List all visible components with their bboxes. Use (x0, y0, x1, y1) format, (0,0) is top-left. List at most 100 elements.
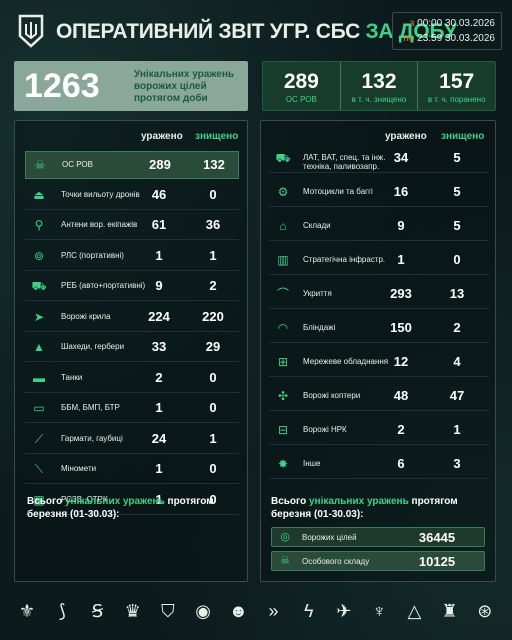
totals-title-a: Всього (27, 496, 63, 507)
shahed-icon: ▲ (33, 340, 45, 354)
blade-icon: ⟆ (58, 600, 66, 621)
stat-row-hit: 12 (393, 354, 409, 369)
column-header-hit: уражено (385, 131, 427, 142)
stat-row: ✸ Інше 6 3 (269, 451, 489, 479)
stat-row: ▥ Стратегічна інфрастр. 1 0 (269, 247, 489, 275)
stat-row-killed: 0 (209, 186, 217, 202)
stat-row: ⟍ Міномети 1 0 (25, 456, 239, 484)
stat-row-killed: 132 (203, 157, 225, 172)
stat-row-label: Ворожі НРК (303, 425, 347, 434)
stat-row: ◠ Бліндажі 150 2 (269, 315, 489, 343)
stat-value: 289 (283, 70, 319, 93)
s-emblem-icon: Ꞩ (91, 600, 104, 621)
stat-row-killed: 5 (453, 184, 461, 199)
stat-row-hit: 1 (155, 400, 163, 415)
stat-row: ⚲ Антени вор. екіпажів 61 36 (25, 212, 239, 240)
enemy-wing-icon: ➤ (33, 309, 45, 324)
stat-row: ⌂ Склади 9 5 (269, 213, 489, 241)
network-icon: ⊞ (277, 355, 289, 369)
stat-row-label: Стратегічна інфрастр. (303, 255, 386, 264)
report-header: ОПЕРАТИВНИЙ ЗВІТ УГР. СБС ЗА ДОБУ з 00:0… (10, 10, 502, 52)
shield-ksr-icon: ⛉ (161, 600, 175, 621)
stat-row-hit: 289 (149, 157, 171, 172)
bird-icon: ✈ (336, 600, 352, 621)
stat-row-hit: 1 (155, 461, 163, 476)
stat-row-label: РЛС (портативні) (61, 250, 124, 260)
factory-icon: ▥ (277, 253, 289, 267)
stat-row-label: Укриття (303, 289, 332, 298)
right-stats-panel: уражено знищено ⛟ ЛАТ, ВАТ, спец. та інж.… (260, 120, 496, 582)
stat-row-killed: 5 (453, 218, 461, 233)
stat-row: ⛟ РЕБ (авто+портативні) 9 2 (25, 273, 239, 301)
stat-row-hit: 1 (155, 247, 163, 263)
stat-row-label: ЛАТ, ВАТ, спец. та інж. техніка, паливоз… (303, 153, 386, 171)
stat-row: ▦ РСЗВ, ОТРК 1 0 (25, 487, 239, 515)
stat-row: ⚙ Мотоцикли та баггі 16 5 (269, 179, 489, 207)
crown-icon: ♛ (124, 600, 141, 621)
totals-row-targets: ◎ Ворожих цілей 36445 (271, 527, 485, 547)
crest-icon: ♜ (441, 600, 458, 621)
stat-row: ⊞ Мережеве обладнання 12 4 (269, 349, 489, 377)
stat-row: ✣ Ворожі коптери 48 47 (269, 383, 489, 411)
stat-value: 157 (439, 70, 475, 93)
stat-row-hit: 16 (393, 184, 409, 199)
chevrons-icon: » (268, 600, 279, 621)
stat-row-killed: 220 (202, 308, 224, 324)
stat-row: ⊟ Ворожі НРК 2 1 (269, 417, 489, 445)
totals-row-value: 36445 (418, 530, 456, 545)
stat-row-label: Бліндажі (303, 323, 336, 332)
copter-icon: ✣ (277, 389, 289, 403)
stat-row-killed: 36 (205, 217, 221, 232)
page-title: ОПЕРАТИВНИЙ ЗВІТ УГР. СБС ЗА ДОБУ (56, 20, 457, 44)
shelter-icon: ⌒ (276, 287, 289, 301)
stat-row-label: Мережеве обладнання (303, 357, 389, 366)
stat-row-hit: 46 (151, 186, 167, 202)
triangle-emblem-icon: △ (407, 600, 422, 621)
stat-row-killed: 47 (449, 388, 465, 403)
stat-row-hit: 48 (393, 388, 409, 403)
drone-launch-icon: ⏏ (33, 187, 45, 202)
ew-icon: ⛟ (31, 279, 47, 293)
stat-row-label: Гармати, гаубиці (61, 433, 123, 443)
stat-row-label: Мотоцикли та баггі (303, 187, 373, 196)
dugout-icon: ◠ (277, 321, 289, 335)
mlrs-icon: ▦ (33, 492, 45, 507)
explosion-icon: ✸ (277, 457, 289, 471)
trident-icon: ⚜ (18, 600, 36, 621)
stat-row-killed: 5 (453, 150, 461, 165)
date-from: 00:00 30.03.2026 (417, 18, 495, 29)
warehouse-icon: ⌂ (279, 219, 287, 233)
stat-row-hit: 6 (397, 456, 405, 471)
stat-row-hit: 293 (390, 286, 412, 301)
totals-title: Всього унікальних уражень протягом берез… (27, 495, 237, 521)
stat-row-label: Антени вор. екіпажів (61, 220, 138, 229)
stat-row: ☠ ОС РОВ 289 132 (25, 151, 239, 179)
stat-row: ⏏ Точки вильоту дронів 46 0 (25, 182, 239, 210)
stat-row-label: Точки вильоту дронів (61, 189, 140, 199)
howitzer-icon: ⟋ (34, 431, 44, 446)
stat-row-killed: 0 (453, 252, 461, 267)
stat-row-killed: 1 (453, 422, 461, 437)
stat-row-hit: 61 (151, 217, 167, 232)
stat-row-killed: 4 (453, 354, 461, 369)
unit-badges-footer: ⚜ ⟆ Ꞩ ♛ ⛉ ◉ ☻ » ϟ ✈ ♆ △ ♜ ⊛ (14, 594, 498, 628)
unique-hits-card: 1263 Унікальних уражень ворожих цілей пр… (14, 61, 248, 111)
date-from-label: з (409, 18, 415, 29)
antenna-icon: ⚲ (34, 218, 44, 232)
title-main: ОПЕРАТИВНИЙ ЗВІТ УГР. СБС (56, 20, 360, 43)
totals-title-a: Всього (271, 496, 307, 507)
stat-row-hit: 9 (155, 278, 163, 293)
stat-row-hit: 2 (155, 369, 163, 385)
stat-row-label: Інше (303, 459, 321, 468)
totals-title-accent: унікальних уражень (64, 496, 165, 507)
stat-row-hit: 1 (397, 252, 405, 267)
usf-logo-icon (18, 14, 44, 48)
stat-row-label: Ворожі коптери (303, 391, 361, 400)
unique-hits-desc: Унікальних уражень ворожих цілей протяго… (134, 69, 235, 104)
apc-icon: ▭ (33, 401, 45, 415)
stat-row-label: ОС РОВ (62, 160, 93, 169)
stat-row-killed: 1 (209, 430, 217, 446)
totals-title-accent: унікальних уражень (308, 496, 409, 507)
stat-row: ⛟ ЛАТ, ВАТ, спец. та інж. техніка, паливо… (269, 145, 489, 173)
stat-row: ➤ Ворожі крила 224 220 (25, 304, 239, 332)
